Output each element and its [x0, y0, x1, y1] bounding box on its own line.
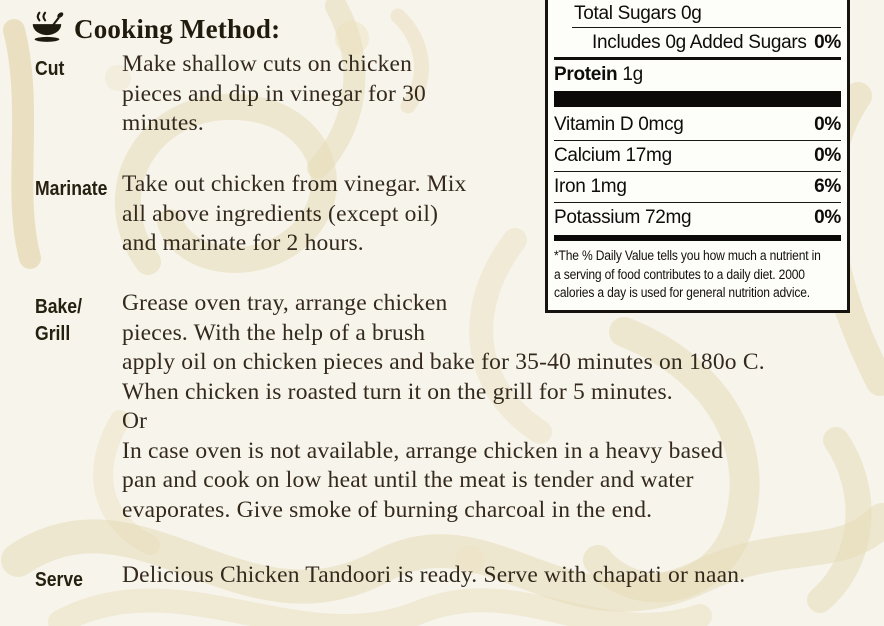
daily-value: 0%: [814, 114, 841, 135]
step-label-serve: Serve: [35, 569, 83, 591]
step-label-cut: Cut: [35, 58, 65, 80]
daily-value-footnote: *The % Daily Value tells you how much a …: [554, 248, 821, 300]
nutrition-row-vitamin-d: Vitamin D 0mcg 0%: [554, 110, 841, 140]
thick-separator-bar: [554, 91, 841, 107]
page-title: Cooking Method:: [74, 14, 281, 44]
nutrition-row-calcium: Calcium 17mg 0%: [554, 141, 841, 171]
steaming-bowl-icon: [28, 10, 66, 49]
nutrient-name: Calcium 17mg: [554, 145, 672, 166]
divider-line: [554, 202, 841, 203]
nutrition-row-potassium: Potassium 72mg 0%: [554, 203, 841, 233]
daily-value: 0%: [814, 145, 841, 166]
nutrition-facts-label: Total Sugars 0g Includes 0g Added Sugars…: [545, 0, 850, 313]
nutrition-row-protein: Protein 1g: [554, 60, 841, 89]
thin-separator-bar: [554, 235, 841, 241]
divider-line: [572, 27, 841, 28]
nutrient-name: Total Sugars 0g: [574, 3, 702, 24]
cooking-method-header: Cooking Method:: [28, 10, 280, 49]
nutrient-name: Potassium 72mg: [554, 207, 692, 228]
nutrient-name: Includes 0g Added Sugars: [592, 31, 807, 53]
divider-line: [554, 171, 841, 172]
divider-line: [554, 140, 841, 141]
step-label-bake-grill: Bake/ Grill: [35, 296, 82, 345]
nutrient-name: Vitamin D 0mcg: [554, 114, 684, 135]
step-text-cut: Make shallow cuts on chicken pieces and …: [122, 51, 426, 136]
step-label-marinate: Marinate: [35, 178, 108, 200]
step-text-serve: Delicious Chicken Tandoori is ready. Ser…: [122, 562, 746, 588]
daily-value: 6%: [814, 176, 841, 197]
step-text-bake-grill: Grease oven tray, arrange chicken pieces…: [122, 290, 765, 523]
nutrient-name: Protein 1g: [554, 63, 643, 85]
step-text-marinate: Take out chicken from vinegar. Mix all a…: [122, 171, 467, 256]
divider-line: [554, 57, 841, 60]
nutrition-row-total-sugars: Total Sugars 0g: [554, 1, 841, 27]
nutrition-row-iron: Iron 1mg 6%: [554, 172, 841, 202]
daily-value: 0%: [814, 31, 841, 53]
daily-value: 0%: [814, 207, 841, 228]
nutrient-name: Iron 1mg: [554, 176, 627, 197]
nutrition-row-added-sugars: Includes 0g Added Sugars 0%: [554, 28, 841, 57]
